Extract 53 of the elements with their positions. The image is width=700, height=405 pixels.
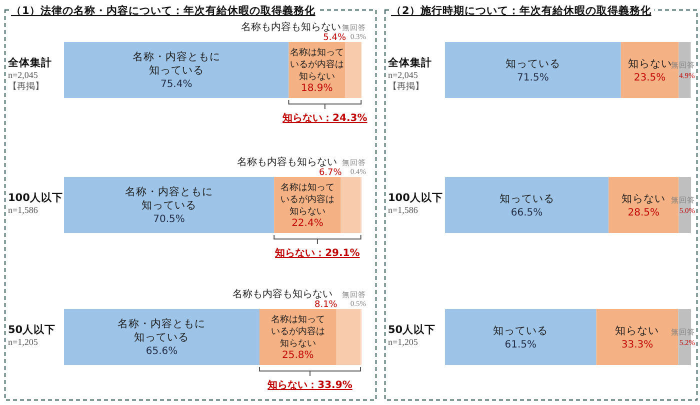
bar <box>64 42 289 98</box>
bar <box>64 309 260 365</box>
text: 名称も内容も知らない <box>232 289 332 300</box>
bar <box>445 309 596 365</box>
text: 知っている <box>499 192 554 205</box>
bar <box>340 177 361 233</box>
bar <box>345 42 362 98</box>
data-label: 33.3% <box>621 339 654 350</box>
text: 知っている <box>493 324 548 337</box>
data-label: 71.5% <box>517 72 549 84</box>
data-label: 66.5% <box>510 207 543 218</box>
data-label: 65.6% <box>146 346 178 358</box>
data-label: 70.5% <box>153 214 185 226</box>
bar <box>445 42 621 98</box>
text: 名称・内容ともに知っている <box>125 186 214 212</box>
series-label: 名称は知って いるが内容は 知らない <box>290 47 344 82</box>
category-label: 全体集計 n=2,045 【再掲】 <box>8 57 52 91</box>
series-label: 名称・内容ともに 知っている <box>132 50 220 77</box>
text: 名称は知っているが内容は知らない <box>280 183 334 218</box>
category-label: 100人以下 n=1,586 <box>8 192 63 215</box>
annotation: 知らない：24.3% <box>282 112 368 124</box>
series-label: 知らない <box>628 58 672 70</box>
series-label: 名称も内容も知らない <box>241 21 342 33</box>
data-label: 22.4% <box>292 218 324 230</box>
data-label: 61.5% <box>504 339 537 350</box>
category-label: 50人以下 n=1,205 <box>388 324 436 347</box>
text: 名称も内容も知らない <box>236 157 337 168</box>
data-label: 23.5% <box>634 72 666 84</box>
data-label: 6.7% <box>318 168 342 178</box>
text: 名称は知っているが内容は知らない <box>270 315 325 350</box>
series-label: 知っている <box>505 58 560 70</box>
data-label: 25.8% <box>282 350 314 362</box>
category-label: 100人以下 n=1,586 <box>388 192 443 215</box>
data-label: 28.5% <box>628 207 660 218</box>
bar <box>620 42 679 98</box>
category-label: 50人以下 n=1,205 <box>8 324 56 347</box>
chart-title: （2）施行時期について：年次有給休暇の取得義務化 <box>391 4 652 17</box>
data-label: 8.1% <box>314 300 338 310</box>
bar <box>445 177 609 233</box>
text: 名称・内容ともに知っている <box>118 318 206 344</box>
bar <box>336 309 361 365</box>
chart-title: （1）法律の名称・内容について：年次有給休暇の取得義務化 <box>11 4 316 17</box>
text: 知らない <box>622 192 666 205</box>
annotation: 知らない：29.1% <box>274 247 360 259</box>
data-label: 75.4% <box>160 79 192 90</box>
data-label: 18.9% <box>300 83 333 94</box>
data-label: 5.4% <box>323 33 346 43</box>
bar <box>608 177 679 233</box>
category-label: 全体集計 n=2,045 【再掲】 <box>388 57 432 91</box>
bar <box>64 177 274 233</box>
annotation: 知らない：33.9% <box>266 379 352 391</box>
text: 知らない <box>615 324 660 337</box>
bar <box>596 309 678 365</box>
